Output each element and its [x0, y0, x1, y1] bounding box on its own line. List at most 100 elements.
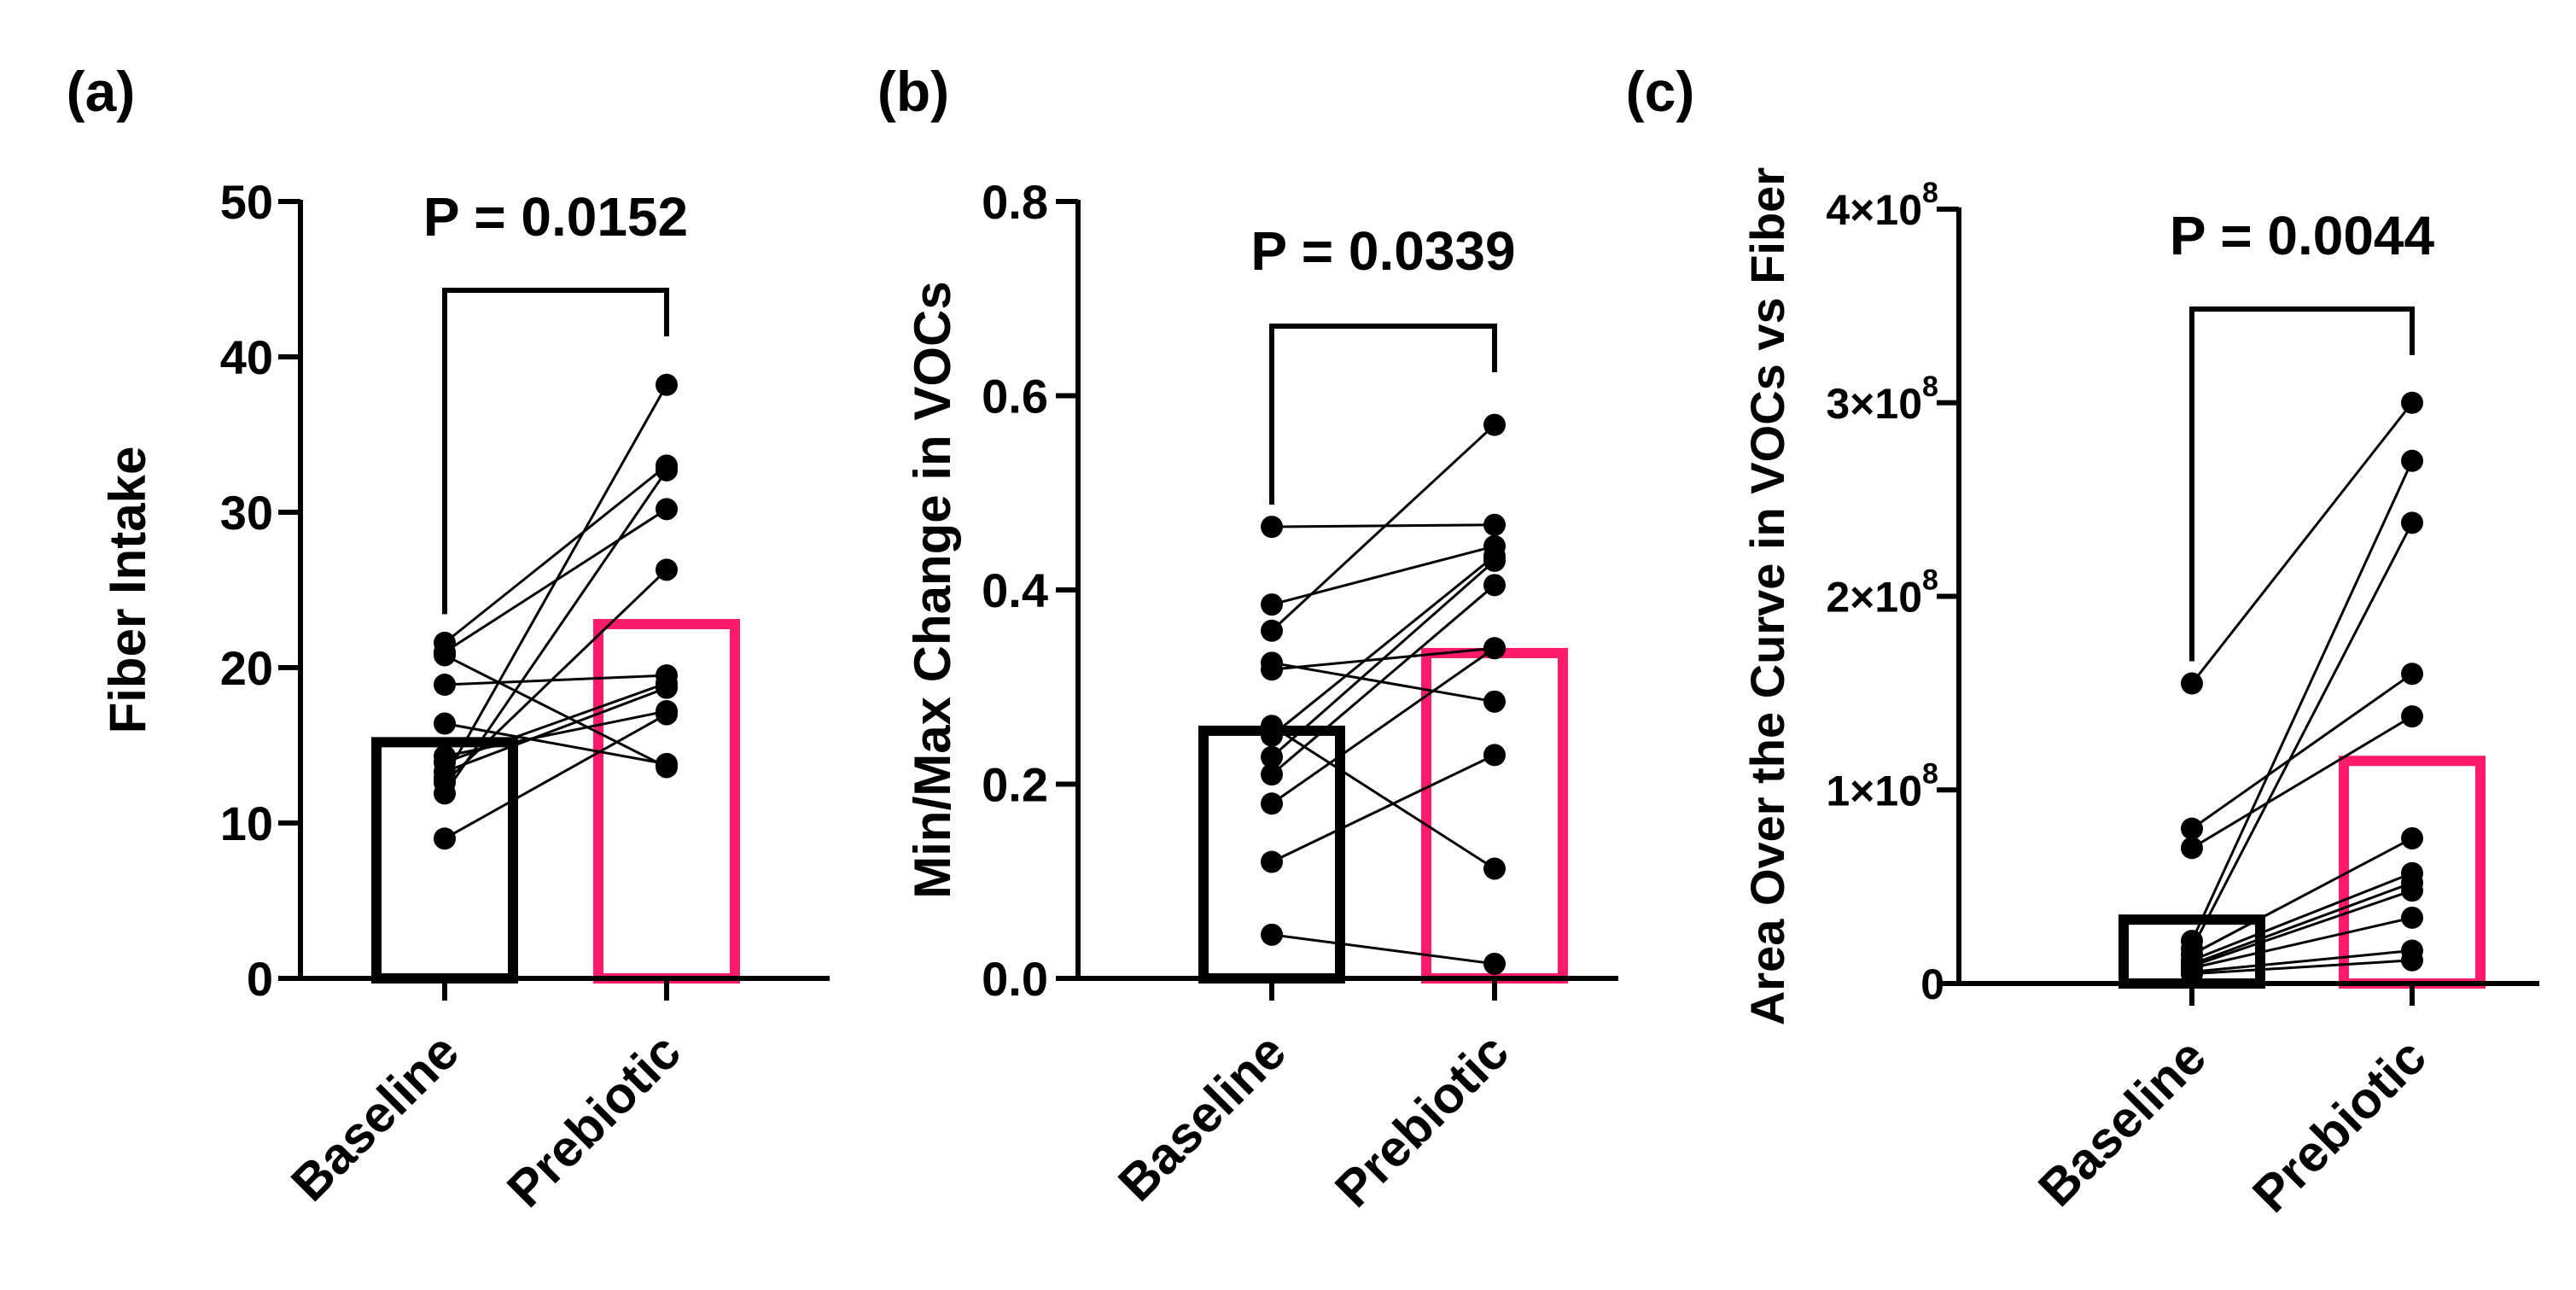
- pair-line: [1271, 584, 1495, 776]
- pair-line: [444, 654, 667, 768]
- y-tick-label: 0: [1920, 960, 1944, 1008]
- point-baseline: [1261, 619, 1283, 642]
- y-tick-label: 2×10: [1826, 574, 1922, 622]
- pair-line: [2191, 881, 2413, 966]
- point-baseline: [1261, 658, 1283, 681]
- pair-line: [1271, 523, 1495, 528]
- point-baseline: [2181, 672, 2203, 695]
- pair-line: [1271, 933, 1495, 966]
- point-prebiotic: [1483, 549, 1506, 572]
- point-prebiotic: [2401, 949, 2423, 972]
- y-tick-label: 50: [220, 175, 273, 229]
- point-prebiotic: [2401, 391, 2423, 414]
- y-tick-exponent: 8: [1922, 564, 1938, 597]
- point-prebiotic: [656, 752, 678, 775]
- y-tick-label: 40: [220, 330, 273, 384]
- point-prebiotic: [1483, 574, 1506, 597]
- point-baseline: [1261, 715, 1283, 738]
- point-prebiotic: [1483, 513, 1506, 536]
- y-tick-label: 0.4: [982, 563, 1048, 617]
- point-baseline: [434, 782, 456, 805]
- point-prebiotic: [2401, 826, 2423, 849]
- p-value-label: P = 0.0339: [1250, 220, 1515, 282]
- pair-line: [2191, 889, 2413, 968]
- panel-b: (b) 0.0 0.2 0.4 0.6 0.8 Baseline Prebiotic Min/M…: [877, 60, 1618, 1218]
- point-prebiotic: [2401, 879, 2423, 902]
- point-baseline: [1261, 593, 1283, 616]
- y-tick-label: 20: [220, 641, 273, 695]
- point-prebiotic: [1483, 857, 1506, 880]
- pair-line: [2190, 460, 2414, 942]
- pair-line: [1271, 647, 1495, 805]
- pair-line: [444, 686, 667, 773]
- x-tick-label-baseline: Baseline: [280, 1023, 469, 1212]
- point-prebiotic: [2401, 906, 2423, 929]
- x-tick-label-baseline: Baseline: [1107, 1023, 1297, 1212]
- x-tick-label-prebiotic: Prebiotic: [1324, 1023, 1519, 1218]
- y-tick-label: 0: [247, 952, 273, 1006]
- pair-line: [1271, 559, 1495, 758]
- point-prebiotic: [656, 498, 678, 521]
- significance-bracket: [1269, 324, 1497, 505]
- pair-line: [2191, 837, 2413, 956]
- pair-line: [2191, 872, 2413, 962]
- x-tick-label-prebiotic: Prebiotic: [2241, 1028, 2437, 1223]
- pair-line: [1271, 724, 1495, 870]
- point-baseline: [434, 827, 456, 850]
- pair-line: [444, 464, 667, 645]
- point-baseline: [1261, 923, 1283, 946]
- point-baseline: [1261, 763, 1283, 786]
- pair-line: [444, 674, 667, 686]
- pair-line: [444, 722, 667, 766]
- y-tick-exponent: 8: [1922, 371, 1938, 403]
- panel-label: (a): [67, 60, 136, 123]
- point-baseline: [434, 644, 456, 667]
- point-baseline: [1261, 850, 1283, 873]
- x-tick-label-prebiotic: Prebiotic: [496, 1023, 691, 1218]
- p-value-label: P = 0.0044: [2170, 205, 2435, 266]
- x-tick-label-baseline: Baseline: [2027, 1028, 2217, 1217]
- panel-label: (c): [1626, 60, 1695, 123]
- y-tick-label: 4×10: [1826, 186, 1922, 234]
- point-prebiotic: [656, 373, 678, 396]
- y-tick-label: 3×10: [1826, 380, 1922, 428]
- y-tick-label: 0.6: [982, 370, 1048, 423]
- point-prebiotic: [1483, 744, 1506, 767]
- point-baseline: [2181, 837, 2203, 860]
- y-tick-exponent: 8: [1922, 757, 1938, 790]
- point-prebiotic: [656, 458, 678, 482]
- pair-line: [2191, 715, 2413, 849]
- pair-line: [1271, 754, 1495, 863]
- pair-line: [2190, 401, 2414, 685]
- y-tick-label: 0.8: [982, 175, 1048, 229]
- pair-line: [2190, 522, 2414, 949]
- y-tick-label: 0.0: [982, 952, 1048, 1006]
- pair-line: [443, 569, 668, 784]
- y-axis-label: Area Over the Curve in VOCs vs Fiber: [1740, 167, 1794, 1025]
- point-prebiotic: [1483, 952, 1506, 975]
- pair-line: [2191, 916, 2413, 970]
- point-prebiotic: [2401, 663, 2423, 686]
- point-prebiotic: [656, 703, 678, 726]
- y-axis-label: Min/Max Change in VOCs: [904, 281, 961, 898]
- y-tick-label: 0.2: [982, 758, 1048, 812]
- point-baseline: [2181, 817, 2203, 840]
- y-tick-label: 30: [220, 486, 273, 540]
- point-baseline: [1261, 745, 1283, 768]
- pair-line: [1271, 545, 1495, 606]
- pair-line: [443, 384, 668, 779]
- point-baseline: [434, 712, 456, 735]
- point-baseline: [1261, 792, 1283, 815]
- point-prebiotic: [2401, 449, 2423, 472]
- pair-line: [1271, 661, 1495, 703]
- point-baseline: [434, 674, 456, 697]
- point-prebiotic: [1483, 637, 1506, 660]
- significance-bracket: [2189, 306, 2415, 662]
- point-prebiotic: [656, 676, 678, 699]
- pair-line: [1271, 555, 1495, 737]
- pair-line: [2191, 949, 2413, 973]
- panel-a: (a) 0 10 20 30 40 50 Baseline Prebiotic Fiber Int…: [67, 60, 830, 1218]
- y-tick-exponent: 8: [1922, 177, 1938, 209]
